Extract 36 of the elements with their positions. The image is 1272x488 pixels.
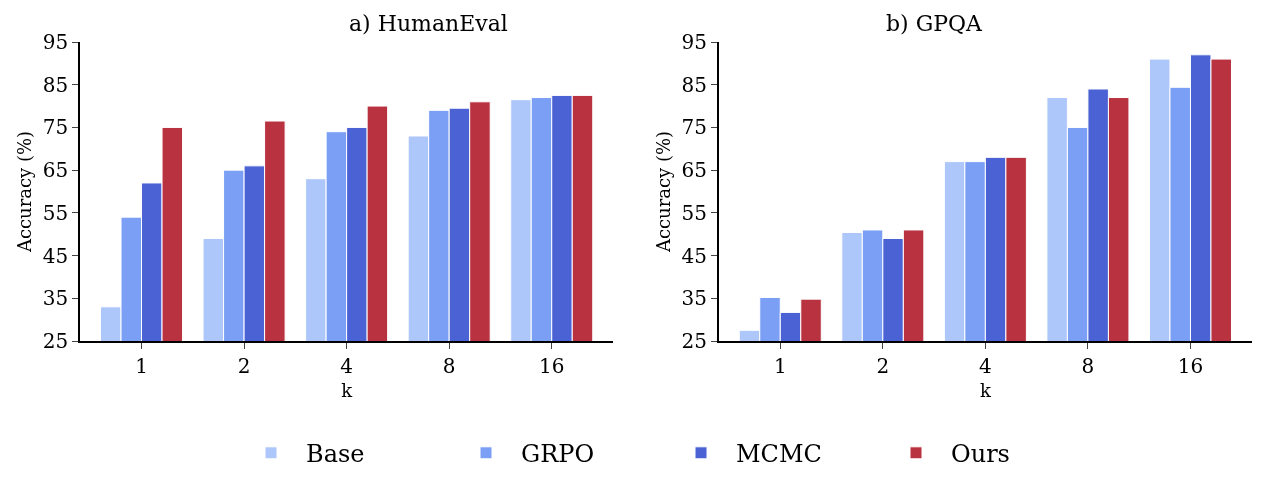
y-tick-label: 35 [681,286,707,311]
y-tick-label: 75 [681,115,707,140]
y-axis-title: Accuracy (%) [653,130,675,254]
x-tick-label: 4 [979,353,992,378]
y-tick-label: 45 [681,243,707,268]
y-tick-label: 45 [42,243,69,268]
x-tick-label: 1 [773,353,787,378]
y-tick-label: 65 [42,158,69,183]
y-axis-title: Accuracy (%) [14,130,36,254]
y-tick-label: 25 [42,329,69,353]
legend-label: Base [306,440,365,469]
x-tick-label: 8 [1081,353,1095,378]
x-axis-title: k [341,380,354,402]
legend-label: GRPO [521,440,595,469]
x-tick-label: 2 [876,353,890,378]
chart-title: a) HumanEval [349,11,508,36]
y-tick-label: 95 [681,30,707,54]
x-tick-label: 16 [539,353,565,378]
legend-label: MCMC [736,440,822,469]
x-tick-label: 1 [135,353,148,378]
y-tick-label: 85 [681,72,707,97]
legend-label: Ours [951,440,1010,469]
y-tick-label: 75 [42,115,69,140]
y-tick-label: 35 [42,286,69,311]
x-tick-label: 8 [442,353,456,378]
y-tick-label: 55 [42,200,69,225]
x-tick-label: 2 [237,353,251,378]
x-tick-label: 4 [340,353,353,378]
chart-title: b) GPQA [886,11,984,36]
y-tick-label: 25 [681,329,707,353]
y-tick-label: 85 [42,72,69,97]
x-axis-title: k [979,380,992,402]
y-tick-label: 95 [42,30,69,54]
y-tick-label: 55 [681,200,707,225]
y-tick-label: 65 [681,158,707,183]
x-tick-label: 16 [1177,353,1204,378]
